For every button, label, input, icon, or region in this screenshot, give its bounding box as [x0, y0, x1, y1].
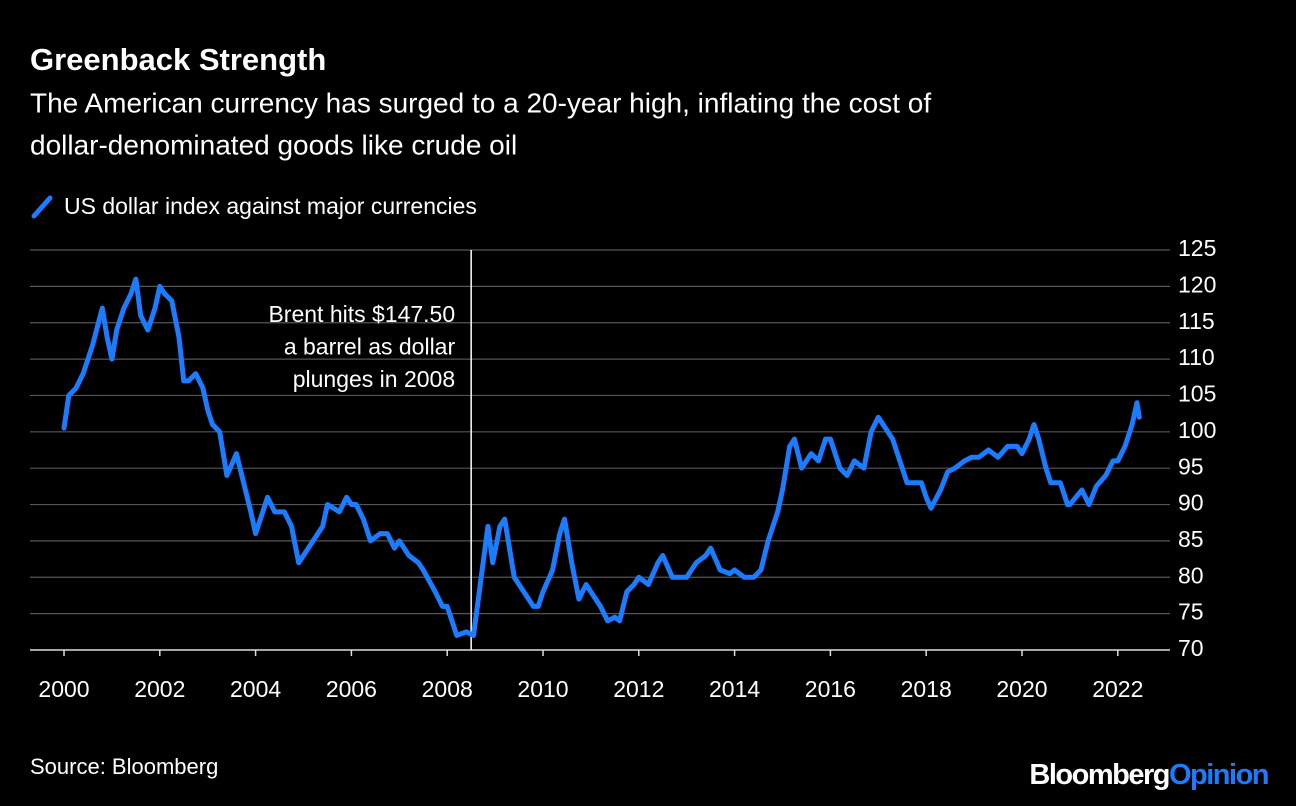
- x-tick-label: 2020: [996, 676, 1047, 702]
- source: Source: Bloomberg: [30, 754, 218, 779]
- y-tick-label: 120: [1178, 271, 1216, 297]
- x-tick-label: 2016: [805, 676, 856, 702]
- y-tick-label: 115: [1178, 308, 1215, 334]
- legend-label: US dollar index against major currencies: [64, 193, 477, 219]
- annotation-text: a barrel as dollar: [284, 334, 456, 360]
- data-line: [61, 276, 1142, 638]
- annotation-text: plunges in 2008: [293, 366, 455, 392]
- y-tick-label: 105: [1178, 381, 1216, 407]
- x-tick-label: 2010: [517, 676, 568, 702]
- annotation-text: Brent hits $147.50: [268, 301, 455, 327]
- x-tick-label: 2022: [1092, 676, 1143, 702]
- y-tick-label: 95: [1178, 453, 1204, 479]
- chart-subtitle: The American currency has surged to a 20…: [30, 87, 931, 118]
- chart-title: Greenback Strength: [30, 42, 326, 77]
- x-tick-label: 2004: [230, 676, 281, 702]
- brand-main: Bloomberg: [1029, 759, 1169, 791]
- x-tick-label: 2006: [326, 676, 377, 702]
- legend-icon: [31, 195, 53, 219]
- y-tick-label: 90: [1178, 490, 1204, 516]
- x-tick-label: 2000: [38, 676, 89, 702]
- x-tick-label: 2002: [134, 676, 185, 702]
- y-tick-label: 75: [1178, 599, 1204, 625]
- y-tick-label: 70: [1178, 635, 1204, 661]
- y-tick-label: 110: [1178, 344, 1215, 370]
- x-tick-label: 2012: [613, 676, 664, 702]
- x-tick-label: 2018: [901, 676, 952, 702]
- y-tick-label: 100: [1178, 417, 1216, 443]
- x-tick-label: 2008: [422, 676, 473, 702]
- brand-opinion: Opinion: [1169, 759, 1268, 791]
- x-tick-label: 2014: [709, 676, 760, 702]
- y-tick-label: 85: [1178, 526, 1204, 552]
- y-tick-label: 125: [1178, 235, 1216, 261]
- brand: BloombergOpinion: [1029, 759, 1268, 791]
- y-tick-label: 80: [1178, 562, 1204, 588]
- chart-subtitle: dollar-denominated goods like crude oil: [30, 129, 517, 160]
